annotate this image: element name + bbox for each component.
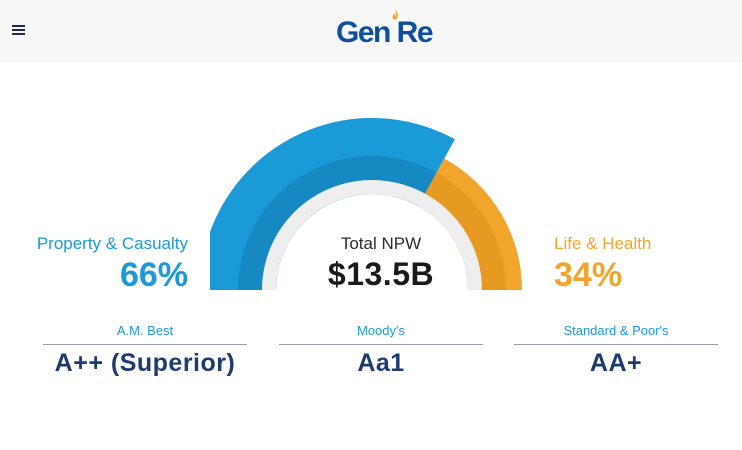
total-npw-label: Total NPW [340, 234, 422, 253]
rating-agency-name: A.M. Best [43, 322, 247, 345]
gen-re-logo[interactable]: Gen Re [334, 6, 434, 56]
rating-grade: AA+ [589, 349, 643, 377]
rating-agency-name: Moody's [279, 322, 483, 345]
property-casualty-label: Property & Casualty [36, 234, 188, 253]
logo-text: Gen Re [336, 16, 434, 49]
total-npw-value: $13.5B [327, 256, 435, 292]
life-health-label: Life & Health [554, 234, 652, 253]
rating-sp: Standard & Poor's AA+ [514, 322, 718, 378]
property-casualty-value: 66% [119, 256, 188, 294]
rating-grade: Aa1 [357, 349, 405, 377]
flame-icon [392, 9, 398, 20]
rating-agency-name: Standard & Poor's [514, 322, 718, 345]
life-health-value: 34% [554, 256, 623, 294]
top-header: Gen Re [0, 0, 742, 62]
npw-gauge-chart [210, 117, 522, 290]
hamburger-menu-icon[interactable] [9, 20, 29, 40]
rating-am-best: A.M. Best A++ (Superior) [43, 322, 247, 378]
rating-moodys: Moody's Aa1 [279, 322, 483, 378]
gauge-inner-track [262, 180, 482, 290]
rating-grade: A++ (Superior) [54, 349, 236, 377]
